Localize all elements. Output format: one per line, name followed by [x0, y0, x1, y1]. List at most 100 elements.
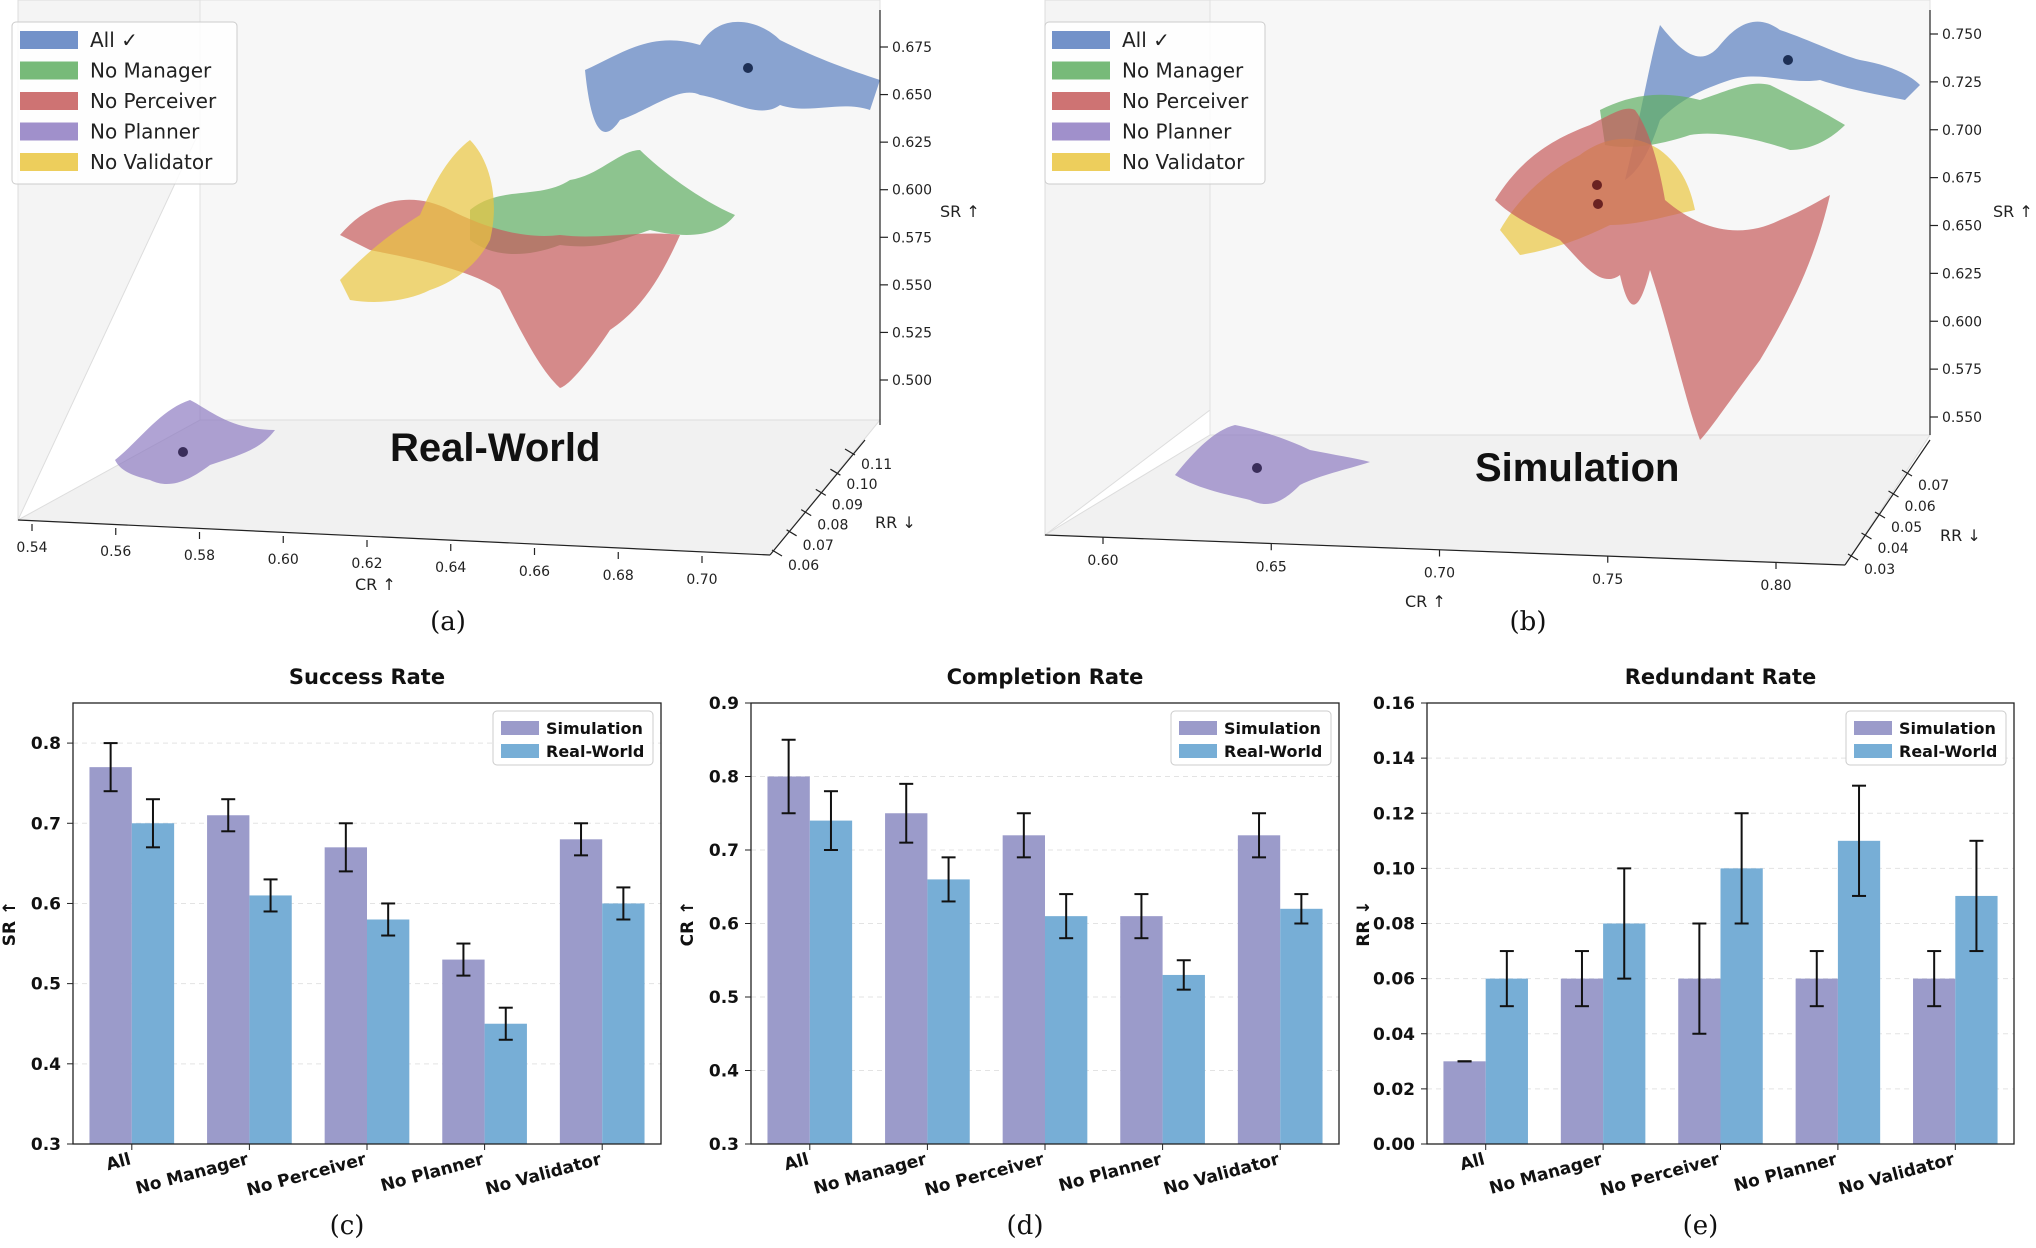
x-tick-label: No Manager — [1487, 1149, 1605, 1198]
legend-swatch — [1854, 721, 1892, 735]
legend-swatch — [1052, 61, 1110, 80]
surface-no-manager — [470, 150, 735, 255]
caption: (e) — [1683, 1211, 1719, 1241]
caption-a: (a) — [430, 607, 466, 637]
y-axis-label: CR ↑ — [678, 901, 698, 947]
legend-label: Simulation — [546, 719, 643, 738]
bar-real-world — [249, 895, 292, 1144]
y-tick-label: 0.5 — [709, 988, 739, 1008]
z-axis-label: SR ↑ — [1993, 202, 2033, 221]
x-tick-label: 0.60 — [268, 552, 299, 568]
bar-simulation — [559, 839, 603, 1144]
y-tick-label: 0.4 — [709, 1062, 739, 1082]
bar-simulation — [885, 813, 928, 1144]
y-tick-mark — [844, 448, 856, 456]
y-tick-mark — [1901, 469, 1913, 477]
x-tick-label: All — [104, 1150, 133, 1176]
legend-label: No Manager — [1122, 59, 1244, 83]
legend-label: No Perceiver — [90, 89, 217, 113]
panel-a-3d-real-world: 0.500 0.525 0.550 0.575 0.600 0.625 0.650 0.675… — [11, 0, 980, 637]
legend-swatch — [1179, 721, 1217, 735]
y-tick-label: 0.07 — [803, 538, 834, 554]
bar-real-world — [927, 879, 970, 1144]
y-tick-label: 0.3 — [709, 1135, 739, 1155]
point-all — [743, 63, 753, 73]
x-axis-label: CR ↑ — [355, 575, 396, 594]
bar-simulation — [89, 767, 132, 1144]
point-no-perceiver-2 — [1593, 199, 1603, 209]
legend-swatch — [1052, 31, 1110, 49]
x-tick-label: 0.64 — [435, 560, 466, 576]
legend-label: Simulation — [1899, 719, 1996, 738]
z-tick-label: 0.600 — [1942, 314, 1982, 330]
z-tick-label: 0.575 — [892, 230, 932, 246]
z-tick-label: 0.625 — [892, 135, 932, 151]
legend-label: All ✓ — [1122, 28, 1170, 52]
caption: (c) — [330, 1211, 365, 1241]
x-axis-line — [1044, 534, 1846, 566]
legend-swatch — [20, 122, 78, 141]
y-tick-mark — [1888, 490, 1899, 498]
legend-swatch — [1179, 744, 1217, 758]
y-tick-label: 0.12 — [1373, 804, 1415, 824]
panel-b-3d-simulation: 0.550 0.575 0.600 0.625 0.650 0.675 0.700 0.725… — [1043, 0, 2033, 637]
y-tick-label: 0.00 — [1373, 1135, 1415, 1155]
z-tick-label: 0.650 — [892, 88, 932, 104]
y-axis-label: RR ↓ — [1940, 526, 1981, 545]
z-tick-label: 0.550 — [892, 278, 932, 294]
surface-no-validator — [340, 140, 494, 302]
x-tick-label: 0.80 — [1760, 578, 1791, 594]
x-tick-label: 0.60 — [1087, 553, 1118, 569]
x-tick-label: All — [782, 1150, 811, 1176]
y-tick-label: 0.6 — [31, 894, 61, 914]
y-tick-label: 0.7 — [709, 841, 739, 861]
chart-title: Completion Rate — [947, 665, 1144, 689]
y-tick-label: 0.11 — [861, 457, 892, 473]
y-tick-mark — [1861, 532, 1872, 540]
y-tick-label: 0.8 — [31, 734, 61, 754]
y-axis-line — [769, 439, 866, 556]
x-tick-label: No Perceiver — [923, 1149, 1047, 1200]
legend-swatch — [501, 721, 539, 735]
point-no-perceiver — [1592, 180, 1602, 190]
bar-real-world — [367, 919, 410, 1144]
bar-real-world — [484, 1023, 527, 1144]
y-tick-label: 0.08 — [817, 518, 848, 534]
surface-all — [1625, 21, 1920, 180]
legend-label: All ✓ — [90, 28, 138, 52]
bar-simulation — [1443, 1061, 1486, 1144]
legend-swatch — [501, 744, 539, 758]
x-axis-label: CR ↑ — [1405, 592, 1446, 611]
z-tick-label: 0.725 — [1942, 75, 1982, 91]
legend-swatch — [20, 61, 78, 80]
y-tick-label: 0.5 — [31, 975, 61, 995]
plot-frame — [750, 702, 1340, 1145]
legend-label: Real-World — [1899, 742, 1997, 761]
x-tick-label: 0.58 — [184, 548, 215, 564]
plot-frame — [72, 702, 662, 1145]
y-tick-label: 0.07 — [1918, 478, 1949, 494]
z-tick-label: 0.625 — [1942, 266, 1982, 282]
legend-label: Simulation — [1224, 719, 1321, 738]
y-tick-label: 0.06 — [788, 558, 819, 574]
y-tick-label: 0.09 — [832, 497, 863, 513]
bar-simulation — [1237, 835, 1281, 1144]
legend-label: No Planner — [1122, 120, 1232, 144]
z-axis-label: SR ↑ — [940, 202, 980, 221]
surface-no-manager — [1600, 83, 1845, 150]
y-tick-label: 0.7 — [31, 814, 61, 834]
legend-label: Real-World — [546, 742, 644, 761]
bar-real-world — [1162, 974, 1205, 1144]
legend-swatch — [20, 31, 78, 49]
legend-swatch — [20, 153, 78, 171]
y-tick-label: 0.05 — [1891, 520, 1922, 536]
y-axis-label: SR ↑ — [0, 901, 20, 947]
legend-label: No Manager — [90, 59, 212, 83]
z-tick-label: 0.650 — [1942, 219, 1982, 235]
x-tick-label: 0.70 — [686, 572, 717, 588]
y-axis-line — [1844, 439, 1931, 566]
y-tick-mark — [800, 509, 812, 517]
point-no-planner — [178, 447, 188, 457]
